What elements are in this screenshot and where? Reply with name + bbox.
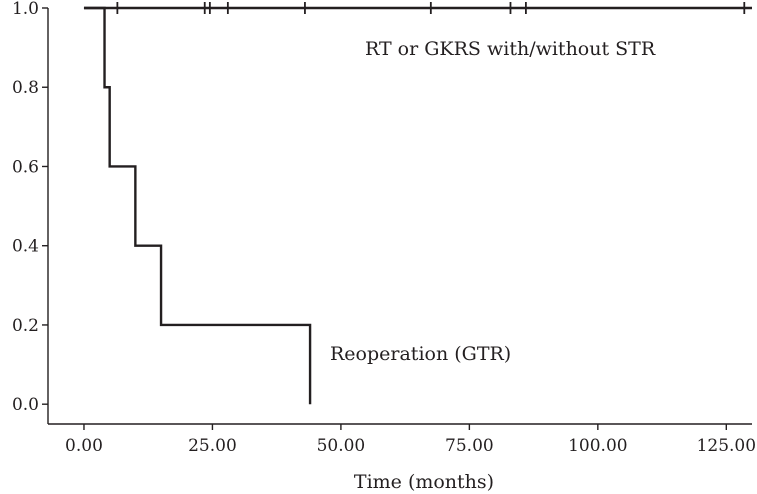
x-axis-title: Time (months): [354, 471, 494, 493]
y-tick-label: 0.0: [12, 395, 39, 415]
km-line-reoperation: [83, 6, 312, 405]
y-tick-label: 0.6: [12, 157, 39, 177]
labels-layer: Time (months) RT or GKRS with/without ST…: [330, 38, 656, 493]
x-tick-label: 75.00: [445, 436, 494, 456]
x-tick-label: 50.00: [317, 436, 366, 456]
series-label-rt-gkrs: RT or GKRS with/without STR: [365, 38, 656, 60]
x-tick-label: 0.00: [65, 436, 103, 456]
y-tick-label: 1.0: [12, 0, 39, 19]
y-tick-label: 0.8: [12, 78, 39, 98]
axes: 0.0 0.2 0.4 0.6 0.8 1.0 0.00 25.00 50.00 75.00 100…: [12, 0, 756, 456]
x-tick-label: 100.00: [568, 436, 627, 456]
series-layer: [83, 2, 752, 405]
series-label-reoperation: Reoperation (GTR): [330, 343, 511, 365]
y-tick-label: 0.2: [12, 316, 39, 336]
y-tick-label: 0.4: [12, 237, 39, 257]
x-tick-label: 25.00: [188, 436, 237, 456]
x-tick-label: 125.00: [697, 436, 756, 456]
